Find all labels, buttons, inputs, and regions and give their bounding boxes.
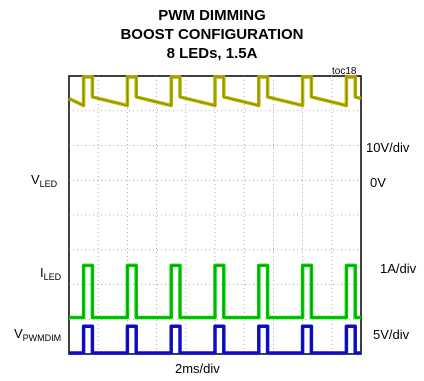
- vpwmdim-scale: 5V/div: [373, 327, 410, 342]
- chart-title-line-1: PWM DIMMING: [158, 7, 266, 24]
- trace-group: [68, 75, 362, 355]
- iled-label: ILED: [40, 265, 62, 282]
- vpwmdim-label: VPWMDIM: [14, 326, 62, 343]
- vpwmdim-trace: [69, 324, 361, 355]
- chart-title-line-2: BOOST CONFIGURATION: [120, 26, 304, 43]
- iled-trace: [69, 263, 361, 320]
- vled-scale: 10V/div: [366, 140, 410, 155]
- vled-zero-ref: 0V: [370, 175, 386, 190]
- time-scale: 2ms/div: [175, 361, 220, 376]
- figure-id: toc18: [332, 66, 357, 77]
- vled-trace: [68, 75, 362, 108]
- iled-scale: 1A/div: [380, 261, 417, 276]
- vled-trace-noise: [68, 76, 362, 106]
- iled-trace-noise: [69, 265, 361, 318]
- chart-title-line-3: 8 LEDs, 1.5A: [166, 45, 258, 62]
- vpwmdim-trace-noise: [69, 325, 361, 354]
- vled-label: VLED: [31, 172, 58, 189]
